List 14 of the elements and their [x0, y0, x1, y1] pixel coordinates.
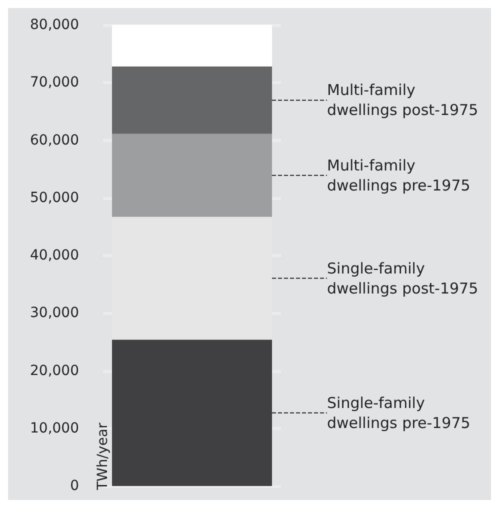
y-tick-label: 0 [70, 478, 79, 494]
text: Multi-family dwellings post-1975 [327, 81, 478, 120]
y-tick-label: 70,000 [30, 74, 79, 91]
y-tick-label: 60,000 [30, 132, 79, 148]
text: Single-family dwellings pre-1975 [327, 394, 470, 432]
y-axis-title: TWh/year [95, 422, 111, 491]
text: Single-family dwellings post-1975 [327, 259, 478, 298]
y-tick-label: 40,000 [30, 248, 79, 264]
y-tick-label: 80,000 [30, 17, 79, 33]
text: Multi-family dwellings pre-1975 [327, 156, 470, 194]
y-tick-label: 10,000 [30, 420, 79, 436]
y-tick-label: 20,000 [30, 362, 79, 379]
y-tick-label: 30,000 [30, 305, 79, 322]
y-tick-label: 50,000 [30, 190, 79, 206]
